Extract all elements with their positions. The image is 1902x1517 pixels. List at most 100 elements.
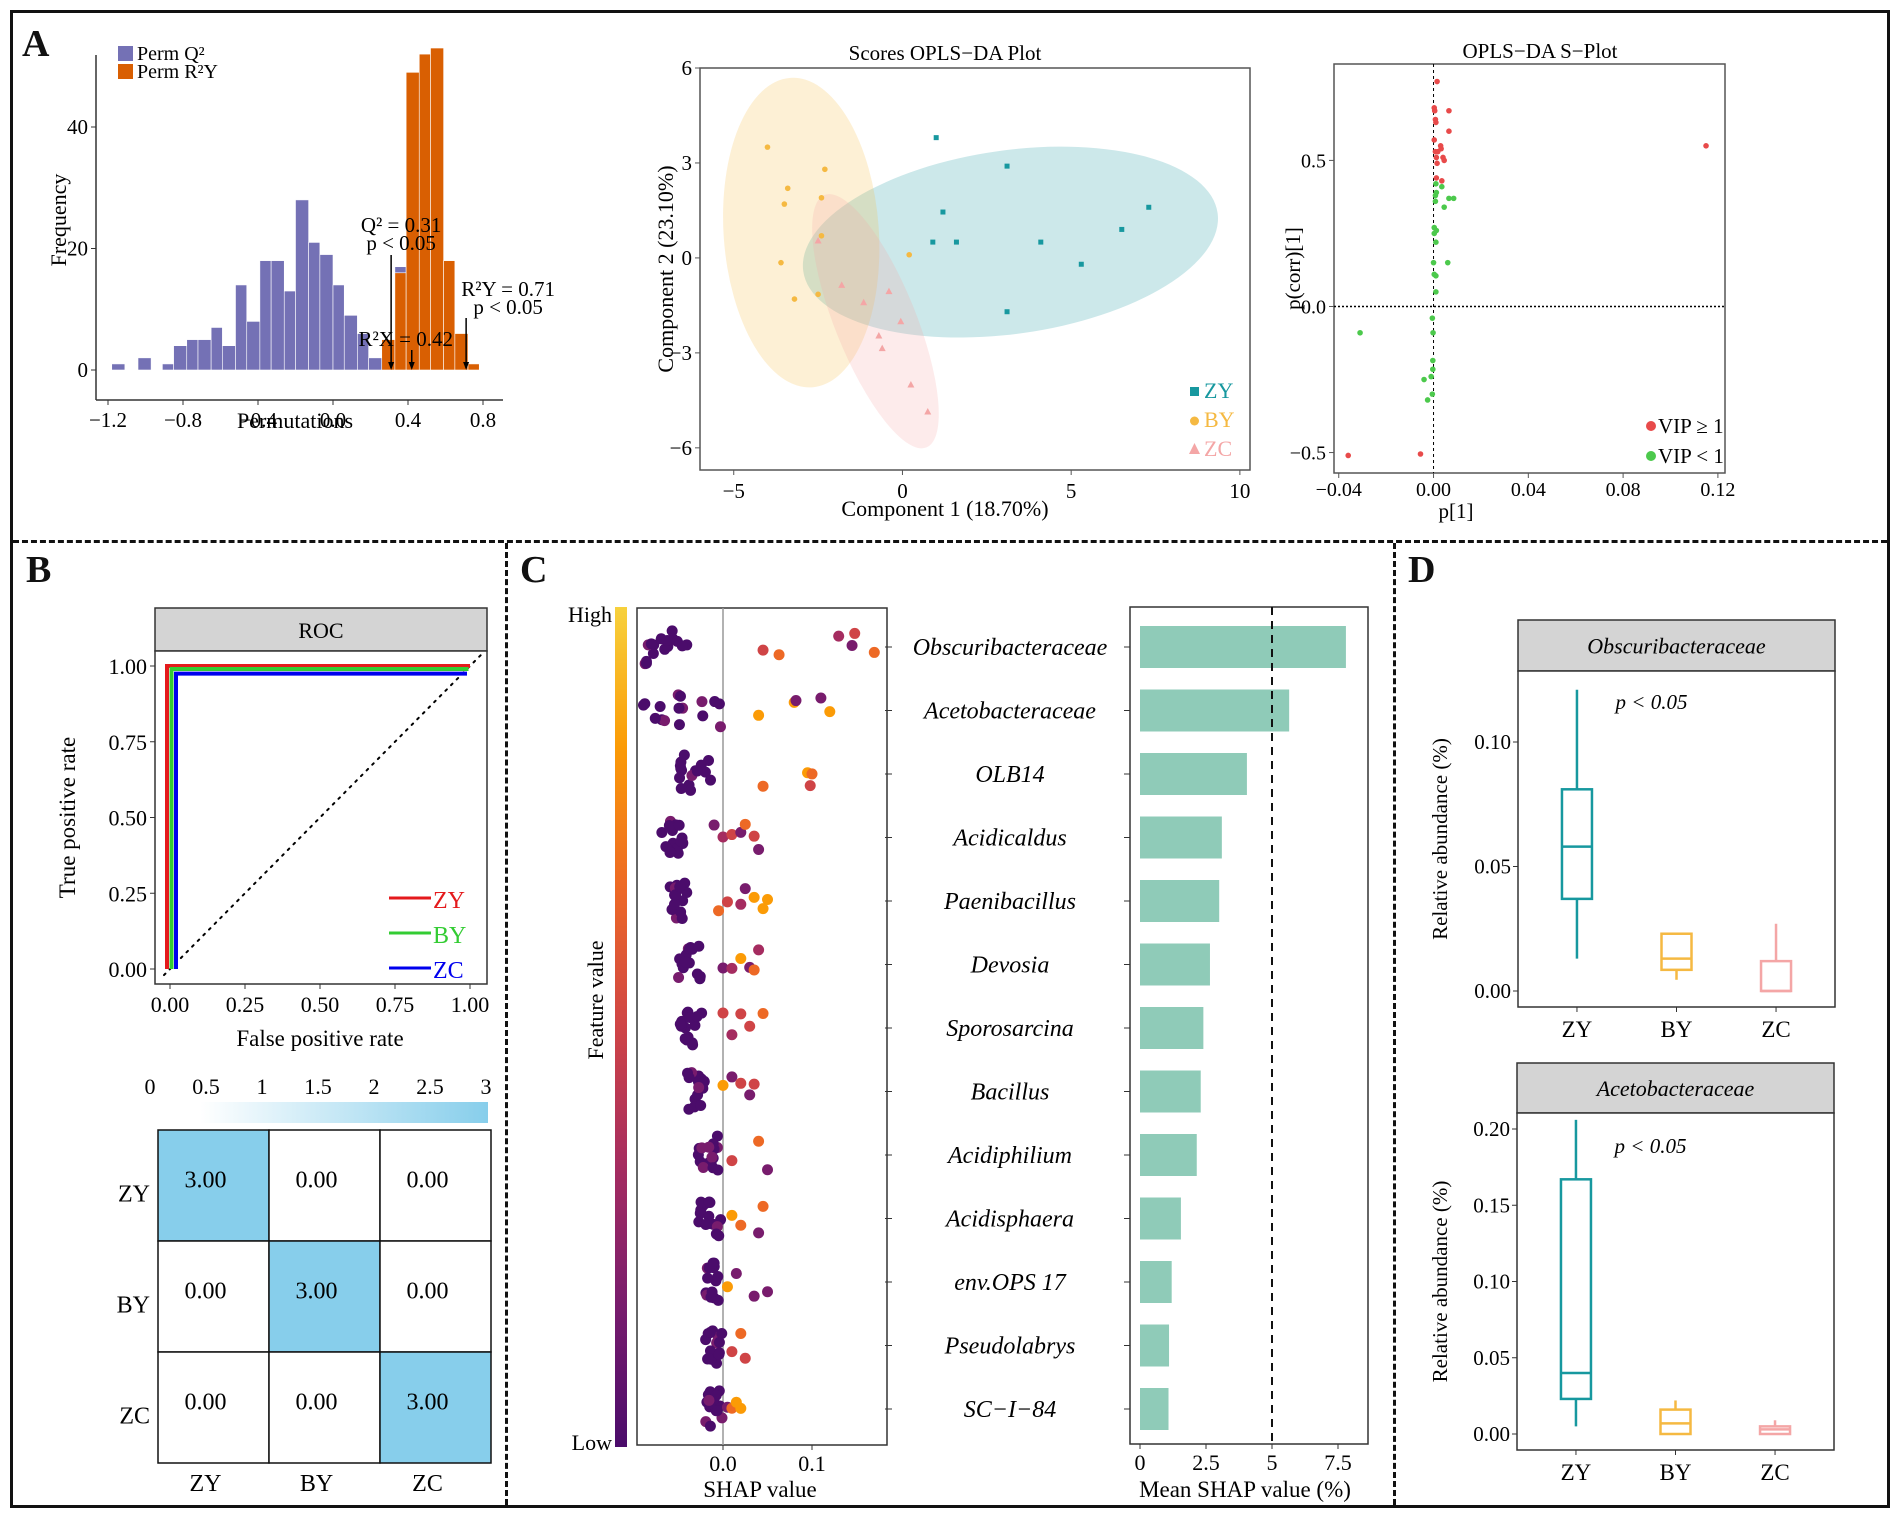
reference-diagonal <box>163 652 483 977</box>
chart-title: OPLS−DA S−Plot <box>1463 39 1618 63</box>
shap-point <box>726 1155 738 1167</box>
score-point <box>764 144 771 150</box>
permutation-histogram: −1.2 −0.8 −0.4 0.0 0.4 0.8 0 20 40 Permutations Fr… <box>46 43 555 433</box>
x-tick-label: −0.04 <box>1316 479 1362 501</box>
shap-point <box>674 1018 686 1030</box>
loading-point <box>1446 195 1452 202</box>
score-point <box>897 317 905 325</box>
histogram-bar <box>430 47 444 371</box>
annotation-arrowhead <box>388 362 395 370</box>
shap-point <box>726 1071 738 1083</box>
shap-point <box>824 706 836 718</box>
facet-title: ROC <box>298 618 343 643</box>
histogram-bar <box>173 345 188 371</box>
loading-point <box>1444 259 1451 266</box>
x-tick-label: 2.5 <box>1192 1450 1220 1475</box>
annotation-pvalue: p < 0.05 <box>366 231 436 255</box>
heatmap-cell <box>379 1129 492 1242</box>
feature-label: Pseudolabrys <box>944 1334 1076 1360</box>
score-point <box>818 232 825 239</box>
score-point <box>885 287 893 295</box>
shap-point <box>674 881 686 893</box>
y-tick-label: −3 <box>670 341 692 365</box>
shap-point <box>739 1352 751 1364</box>
score-point <box>875 331 883 339</box>
heatmap-cell-value: 0.00 <box>407 1168 449 1194</box>
y-tick-label: 20 <box>67 237 88 261</box>
heatmap-cell <box>268 1240 381 1353</box>
shap-point <box>676 640 688 652</box>
shap-point <box>744 1020 756 1032</box>
shap-point <box>726 1029 738 1041</box>
loading-point <box>1430 259 1437 266</box>
shap-bar <box>1140 753 1247 795</box>
y-tick-label: 0.00 <box>1474 979 1511 1003</box>
x-tick-label: 1.00 <box>451 992 490 1017</box>
shap-point <box>735 898 747 910</box>
x-tick-label: BY <box>1660 1460 1692 1485</box>
score-point <box>815 291 821 298</box>
figure-frame <box>10 10 1890 1508</box>
feature-label: Acidiphilium <box>946 1143 1072 1169</box>
panel-divider-vertical-right <box>1393 543 1396 1505</box>
shap-point <box>726 962 738 974</box>
roc-curve <box>165 664 470 969</box>
heatmap-cell-value: 0.00 <box>407 1279 449 1305</box>
x-tick-label: 0.4 <box>395 408 422 432</box>
feature-label: env.OPS 17 <box>954 1270 1067 1296</box>
shap-point <box>691 968 703 980</box>
shap-bar <box>1140 1070 1201 1113</box>
y-tick-label: −0.5 <box>1290 443 1326 465</box>
loading-point <box>1432 192 1439 199</box>
x-tick-label: 5 <box>1267 1450 1278 1475</box>
annotation-pvalue: p < 0.05 <box>473 295 543 319</box>
x-tick-label: ZC <box>1761 1017 1790 1042</box>
panel-divider-horizontal <box>13 540 1887 543</box>
plot-border <box>1516 1112 1835 1451</box>
score-point <box>930 239 936 245</box>
score-point <box>906 251 913 258</box>
shap-point <box>735 1008 747 1020</box>
x-tick-label: 0.04 <box>1511 479 1546 501</box>
shap-point <box>679 956 691 968</box>
feature-label: Paenibacillus <box>943 889 1076 915</box>
loading-point <box>1441 204 1447 210</box>
y-tick-label: 0.10 <box>1473 1270 1510 1294</box>
x-tick-label: 0.1 <box>798 1451 826 1476</box>
column-label: BY <box>300 1471 333 1497</box>
histogram-bar <box>467 363 480 371</box>
shap-point <box>711 1405 723 1417</box>
roc-curve <box>169 667 469 969</box>
shap-point <box>713 1348 725 1360</box>
loading-point <box>1433 273 1439 279</box>
facet-strip <box>1516 1062 1835 1114</box>
legend-label: VIP ≥ 1 <box>1658 414 1724 438</box>
colorbar-tick-label: 2.5 <box>416 1074 444 1099</box>
x-axis-label: Permutations <box>237 408 353 433</box>
shap-point <box>704 1420 716 1432</box>
x-tick-label: 0 <box>897 479 908 503</box>
colorbar-tick-label: 1.5 <box>304 1074 332 1099</box>
loading-point <box>1446 107 1452 114</box>
loading-point <box>1428 373 1434 380</box>
plot-border <box>699 67 1251 471</box>
x-tick-label: 10 <box>1229 479 1250 503</box>
s-plot: −0.04 0.00 0.04 0.08 0.12 −0.5 0.0 0.5 OPLS−DA S… <box>1281 39 1735 523</box>
shap-point <box>682 1067 694 1079</box>
shap-point <box>717 1079 729 1091</box>
shap-point <box>717 1007 729 1019</box>
feature-label: Obscuribacteraceae <box>913 635 1108 661</box>
shap-point <box>708 819 720 831</box>
shap-point <box>735 826 747 838</box>
x-tick-label: −5 <box>723 479 745 503</box>
shap-point <box>762 893 773 905</box>
x-tick-label: 0.08 <box>1606 479 1641 501</box>
x-tick-label: ZY <box>1561 1460 1592 1485</box>
loading-point <box>1439 178 1445 184</box>
y-tick-label: 0.10 <box>1474 730 1511 754</box>
loading-point <box>1429 315 1436 321</box>
panel-label-d: D <box>1408 549 1436 591</box>
y-axis-label: True positive rate <box>55 737 80 898</box>
shap-point <box>693 940 705 952</box>
histogram-bar <box>197 339 212 371</box>
